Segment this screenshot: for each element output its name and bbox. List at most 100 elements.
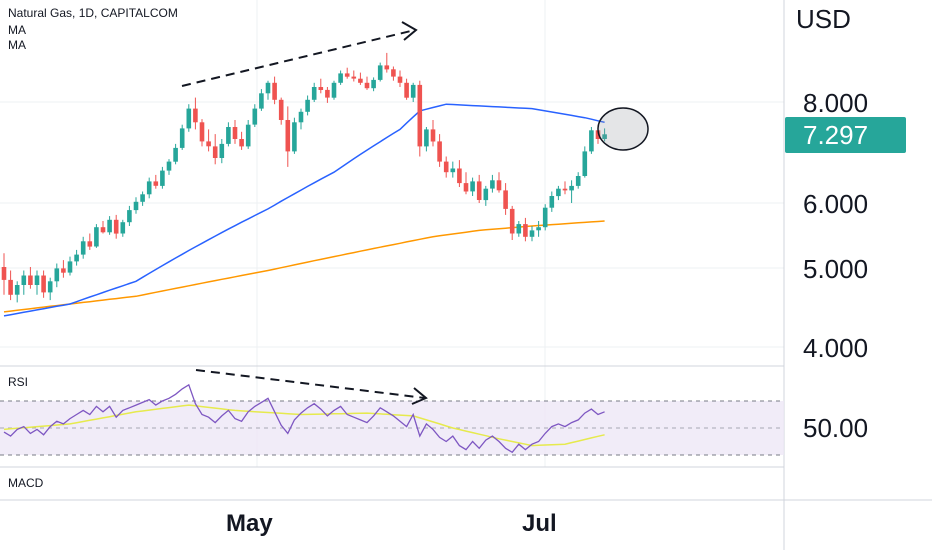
candle-up	[107, 219, 112, 233]
rsi-axis-tick: 50.00	[803, 413, 868, 443]
candle-down	[457, 168, 462, 184]
candle-up	[589, 130, 594, 152]
candle-up	[450, 168, 456, 173]
candle-up	[54, 268, 60, 282]
candle-down	[28, 275, 33, 285]
candle-down	[325, 89, 330, 98]
time-label-may: May	[226, 510, 273, 537]
candles-layer	[1, 52, 607, 303]
candle-down	[496, 180, 502, 191]
candle-up	[160, 170, 165, 186]
candle-down	[199, 122, 205, 142]
candle-down	[351, 76, 357, 79]
indicator-ma-2-label: MA	[8, 38, 26, 52]
candle-up	[371, 79, 376, 89]
candle-down	[318, 87, 324, 90]
candle-down	[384, 65, 390, 70]
candle-down	[41, 275, 46, 293]
candle-up	[311, 87, 317, 100]
candle-up	[542, 207, 548, 228]
candle-down	[193, 108, 198, 123]
rsi-ma-line	[3, 404, 605, 447]
ma-slow-layer	[3, 220, 605, 313]
candle-down	[523, 224, 528, 237]
candle-up	[133, 201, 139, 211]
candle-down	[595, 130, 601, 139]
time-label-jul: Jul	[522, 510, 557, 537]
candle-up	[338, 73, 343, 83]
candle-down	[1, 267, 7, 280]
candle-up	[410, 84, 416, 98]
candle-up	[166, 161, 172, 171]
candle-up	[569, 185, 574, 191]
candle-down	[397, 76, 403, 83]
candle-up	[252, 108, 258, 125]
candle-down	[344, 73, 350, 77]
candle-up	[305, 99, 310, 112]
candle-down	[503, 190, 508, 209]
candle-up	[226, 127, 231, 144]
candle-up	[14, 285, 20, 295]
candle-down	[100, 227, 106, 233]
macd-label: MACD	[8, 476, 44, 490]
candle-down	[562, 188, 568, 191]
candle-up	[331, 82, 337, 98]
candle-up	[74, 254, 79, 262]
candle-down	[364, 82, 370, 89]
candle-down	[443, 161, 449, 173]
candle-down	[437, 141, 442, 162]
candle-down	[404, 82, 409, 98]
candle-up	[292, 122, 297, 152]
candle-up	[47, 281, 53, 293]
rsi-line	[3, 383, 605, 454]
ma-fast-line	[3, 103, 605, 317]
candle-up	[80, 241, 86, 255]
candle-up	[34, 275, 40, 285]
candle-down	[278, 99, 284, 120]
candle-up	[259, 93, 264, 109]
candle-down	[476, 181, 482, 200]
candle-up	[67, 261, 73, 273]
candle-up	[173, 147, 178, 162]
price-tick-6: 6.000	[803, 189, 868, 219]
candle-down	[417, 84, 423, 147]
candle-up	[140, 194, 145, 202]
candle-down	[206, 141, 211, 147]
indicator-ma-1-label: MA	[8, 23, 26, 37]
candle-down	[463, 183, 469, 192]
candle-up	[265, 82, 271, 94]
price-tick-5: 5.000	[803, 254, 868, 284]
candle-up	[21, 275, 27, 285]
candle-up	[424, 129, 429, 147]
candle-down	[232, 127, 238, 139]
price-tick-8: 8.000	[803, 88, 868, 118]
candle-up	[179, 128, 185, 148]
rsi-label: RSI	[8, 375, 28, 389]
rsi-divergence-arrow	[195, 369, 428, 405]
candle-up	[529, 230, 535, 237]
ma-slow-line	[3, 220, 605, 313]
candle-down	[430, 129, 436, 142]
candle-up	[549, 196, 555, 208]
candle-up	[377, 65, 383, 80]
candle-down	[87, 241, 93, 247]
grid	[0, 0, 784, 467]
candle-up	[127, 210, 132, 223]
candle-up	[483, 188, 489, 201]
candle-up	[516, 224, 522, 234]
candle-down	[391, 69, 396, 77]
candle-up	[245, 124, 251, 147]
symbol-title: Natural Gas, 1D, CAPITALCOM	[8, 6, 178, 20]
price-divergence-arrow	[181, 21, 418, 87]
candle-up	[298, 111, 304, 123]
candle-down	[212, 146, 218, 158]
currency-label: USD	[796, 4, 851, 34]
candle-up	[490, 180, 495, 189]
candle-up	[602, 134, 607, 139]
rsi-layer	[3, 383, 605, 454]
candle-down	[285, 120, 291, 152]
candle-up	[556, 188, 561, 197]
current-price-value: 7.297	[803, 120, 868, 150]
candle-down	[61, 268, 66, 273]
candle-up	[575, 176, 581, 186]
